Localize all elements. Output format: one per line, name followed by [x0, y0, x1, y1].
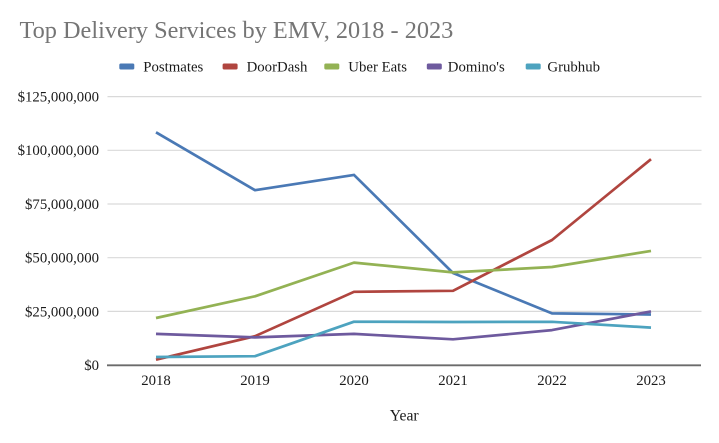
- svg-text:$0: $0: [84, 358, 99, 374]
- svg-text:2020: 2020: [339, 373, 369, 389]
- svg-text:2022: 2022: [537, 373, 567, 389]
- svg-text:$100,000,000: $100,000,000: [18, 143, 99, 159]
- svg-text:2018: 2018: [141, 373, 171, 389]
- svg-text:$50,000,000: $50,000,000: [25, 251, 99, 267]
- svg-text:$75,000,000: $75,000,000: [25, 197, 99, 213]
- svg-text:Postmates: Postmates: [143, 60, 203, 76]
- svg-text:$25,000,000: $25,000,000: [25, 304, 99, 320]
- svg-text:DoorDash: DoorDash: [247, 60, 308, 76]
- svg-text:Year: Year: [390, 408, 420, 425]
- svg-text:2023: 2023: [636, 373, 666, 389]
- svg-text:Top Delivery Services by EMV,: Top Delivery Services by EMV, 2018 - 202…: [20, 17, 454, 44]
- svg-text:Domino's: Domino's: [448, 60, 505, 76]
- svg-text:2019: 2019: [240, 373, 270, 389]
- svg-text:Uber Eats: Uber Eats: [348, 60, 407, 76]
- svg-text:2021: 2021: [438, 373, 468, 389]
- svg-text:Grubhub: Grubhub: [547, 60, 600, 76]
- svg-text:$125,000,000: $125,000,000: [18, 90, 99, 106]
